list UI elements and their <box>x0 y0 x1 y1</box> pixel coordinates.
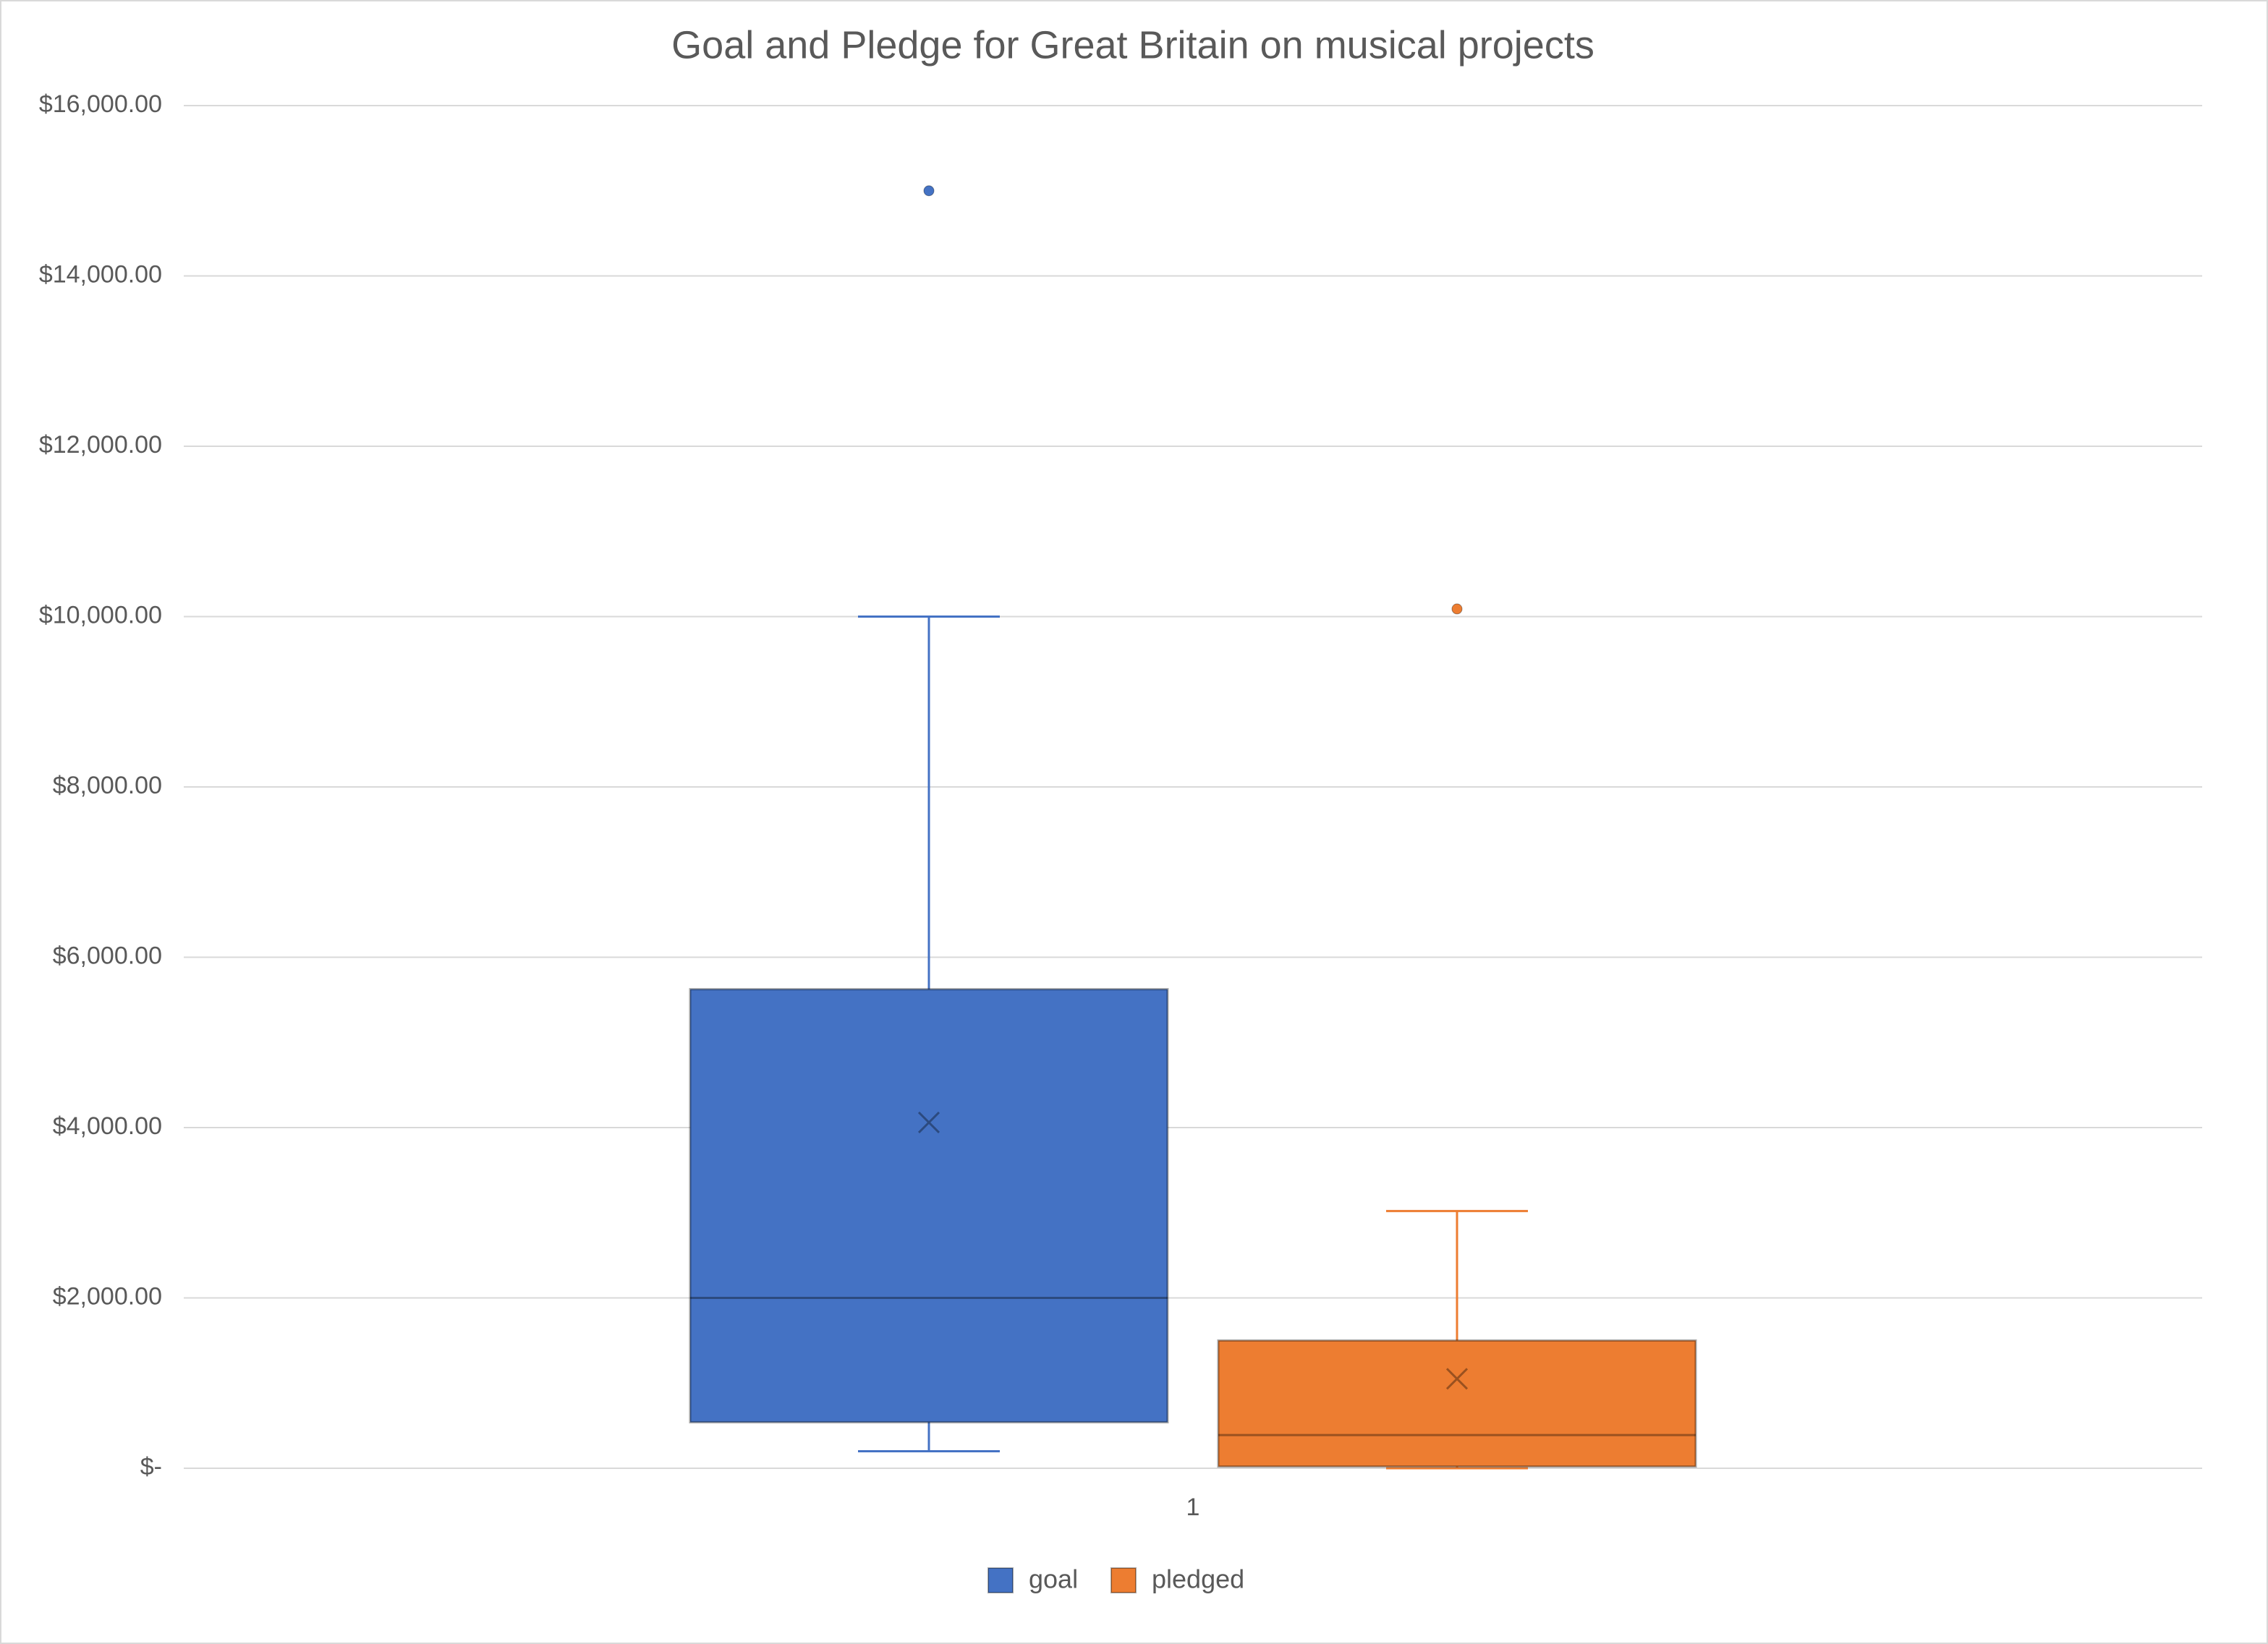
legend-label: pledged <box>1152 1564 1244 1594</box>
legend-label: goal <box>1029 1564 1078 1594</box>
y-tick-label: $12,000.00 <box>39 431 162 459</box>
y-tick-label: $8,000.00 <box>53 772 162 799</box>
y-tick-label: $- <box>140 1453 162 1481</box>
box <box>1217 1339 1697 1468</box>
y-tick-label: $4,000.00 <box>53 1112 162 1140</box>
mean-marker <box>1445 1368 1469 1390</box>
x-tick-label: 1 <box>1186 1494 1200 1521</box>
box <box>689 988 1169 1423</box>
y-tick-label: $6,000.00 <box>53 942 162 969</box>
y-tick-label: $2,000.00 <box>53 1282 162 1310</box>
y-tick-label: $16,000.00 <box>39 90 162 118</box>
outlier <box>923 185 935 197</box>
legend-swatch <box>988 1567 1014 1593</box>
mean-marker <box>917 1111 940 1134</box>
legend-swatch <box>1110 1567 1137 1593</box>
outlier <box>1451 603 1463 615</box>
chart-title: Goal and Pledge for Great Britain on mus… <box>671 23 1594 67</box>
y-tick-label: $14,000.00 <box>39 260 162 288</box>
y-tick-label: $10,000.00 <box>39 601 162 629</box>
